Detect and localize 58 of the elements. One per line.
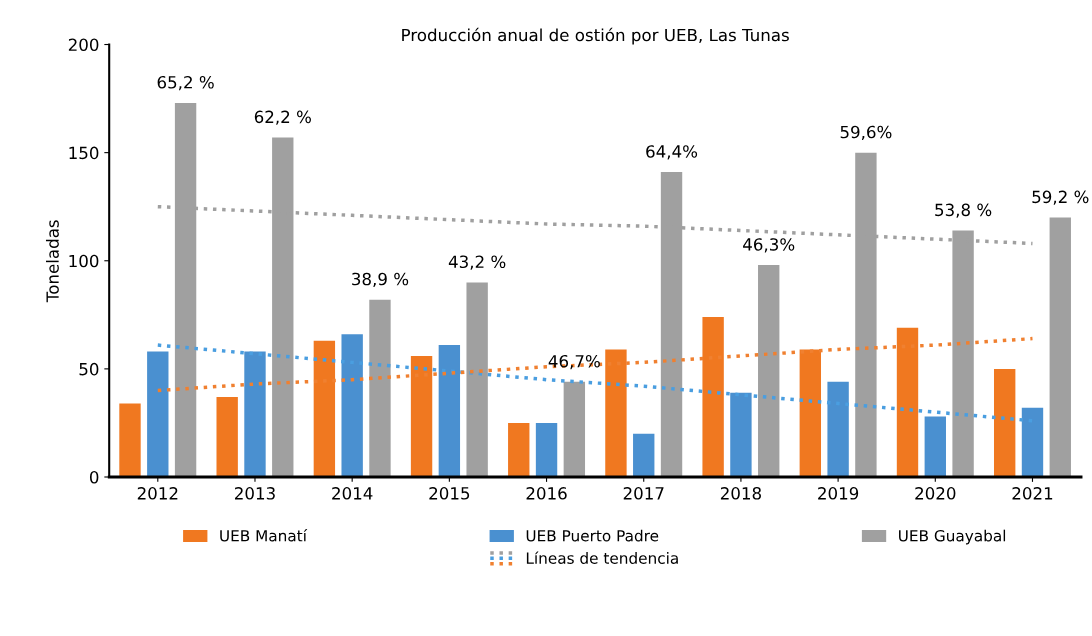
bar — [896, 327, 919, 477]
annotation: 59,2 % — [1032, 190, 1089, 205]
legend-label: Líneas de tendencia — [526, 551, 678, 564]
annotation: 38,9 % — [352, 272, 409, 288]
bar — [216, 396, 238, 477]
legend-label: UEB Manatí — [220, 529, 308, 542]
y-tick-label: 200 — [68, 38, 99, 52]
annotation: 53,8 % — [935, 203, 992, 218]
bar — [563, 381, 586, 477]
bar — [702, 316, 724, 477]
x-tick-label: 2015 — [429, 487, 470, 500]
bar — [827, 381, 849, 477]
bar — [1021, 407, 1044, 477]
bar — [369, 299, 391, 477]
annotation: 64,4% — [646, 145, 698, 160]
bar — [147, 351, 169, 477]
bar — [994, 368, 1016, 477]
bar — [410, 355, 433, 477]
bar — [535, 422, 558, 477]
bar — [799, 349, 821, 477]
bar — [730, 392, 752, 477]
y-tick-label: 100 — [69, 254, 99, 268]
x-tick-label: 2021 — [1012, 487, 1053, 500]
bar — [508, 422, 530, 477]
line-series — [156, 343, 1035, 423]
x-tick-label: 2019 — [818, 487, 859, 500]
bar — [758, 265, 780, 477]
x-tick-label: 2018 — [720, 487, 761, 500]
line-series — [156, 336, 1035, 393]
annotation: 46,3% — [743, 238, 795, 253]
annotation: 65,2 % — [157, 75, 214, 91]
y-axis-title: Toneladas — [45, 220, 59, 303]
legend-label: UEB Guayabal — [899, 529, 1006, 545]
x-tick-label: 2016 — [526, 487, 567, 500]
bar — [244, 351, 266, 477]
x-tick-label: 2012 — [137, 487, 178, 500]
annotation: 46,7% — [548, 354, 600, 370]
bar — [341, 334, 363, 477]
legend-label: UEB Puerto Padre — [526, 529, 659, 542]
bar — [924, 416, 946, 477]
bar — [1049, 217, 1071, 477]
annotation: 59,6% — [840, 125, 892, 140]
bar — [119, 403, 141, 477]
x-tick-label: 2013 — [235, 487, 275, 500]
annotation: 43,2 % — [448, 255, 506, 270]
bar — [466, 282, 488, 477]
bar — [633, 433, 655, 477]
x-tick-label: 2017 — [623, 487, 664, 500]
bar — [313, 340, 336, 477]
bar — [605, 349, 627, 477]
chart-title: Producción anual de ostión por UEB, Las Tunas — [402, 27, 789, 45]
y-tick-label: 150 — [69, 146, 99, 160]
y-tick-label: 50 — [79, 362, 99, 376]
bar — [438, 345, 461, 477]
x-tick-label: 2020 — [915, 487, 956, 500]
x-tick-label: 2014 — [332, 487, 373, 500]
annotation: 62,2 % — [254, 110, 311, 125]
y-tick-label: 0 — [89, 470, 99, 484]
